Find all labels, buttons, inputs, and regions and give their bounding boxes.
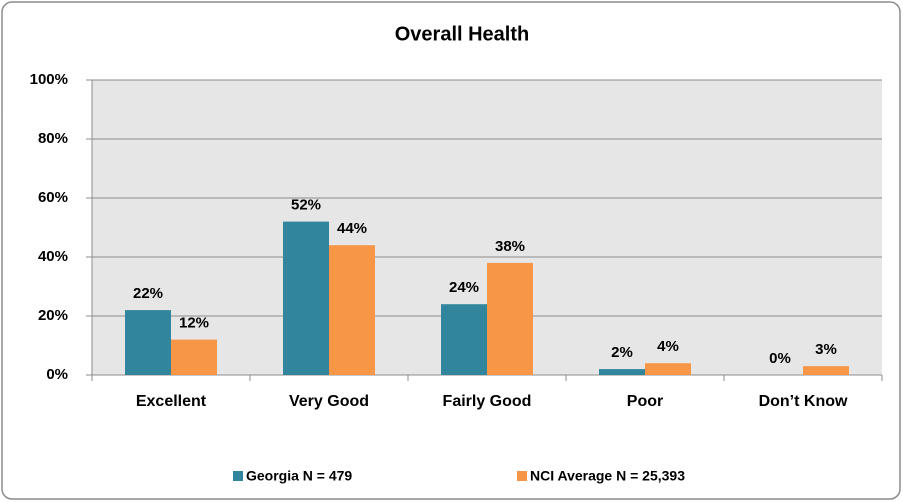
legend-label: NCI Average N = 25,393 xyxy=(530,468,685,484)
bar xyxy=(803,366,849,375)
value-label: 3% xyxy=(815,341,837,358)
x-tick-label: Fairly Good xyxy=(443,393,532,410)
bar xyxy=(125,310,171,375)
bar xyxy=(487,262,533,375)
value-label: 0% xyxy=(769,350,791,367)
value-label: 22% xyxy=(133,285,163,302)
bar xyxy=(171,339,217,375)
y-tick-label: 80% xyxy=(38,130,68,147)
legend-swatch xyxy=(517,471,527,481)
bar xyxy=(329,245,375,375)
y-tick-label: 20% xyxy=(38,307,68,324)
value-label: 12% xyxy=(179,315,209,332)
bar xyxy=(441,304,487,375)
x-tick-label: Very Good xyxy=(289,393,369,410)
value-label: 44% xyxy=(337,220,367,237)
y-tick-label: 0% xyxy=(46,366,68,383)
legend-label: Georgia N = 479 xyxy=(246,468,352,484)
y-tick-label: 100% xyxy=(30,71,68,88)
value-label: 4% xyxy=(657,338,679,355)
value-label: 52% xyxy=(291,197,321,214)
value-label: 2% xyxy=(611,344,633,361)
bar xyxy=(645,363,691,375)
chart-title: Overall Health xyxy=(395,23,530,45)
value-label: 38% xyxy=(495,238,525,255)
y-tick-label: 60% xyxy=(38,189,68,206)
y-tick-label: 40% xyxy=(38,248,68,265)
x-tick-label: Don’t Know xyxy=(759,393,848,410)
x-tick-label: Excellent xyxy=(136,393,207,410)
x-tick-label: Poor xyxy=(627,393,663,410)
legend-swatch xyxy=(233,471,243,481)
bar xyxy=(283,221,329,375)
value-label: 24% xyxy=(449,279,479,296)
bar xyxy=(599,369,645,375)
